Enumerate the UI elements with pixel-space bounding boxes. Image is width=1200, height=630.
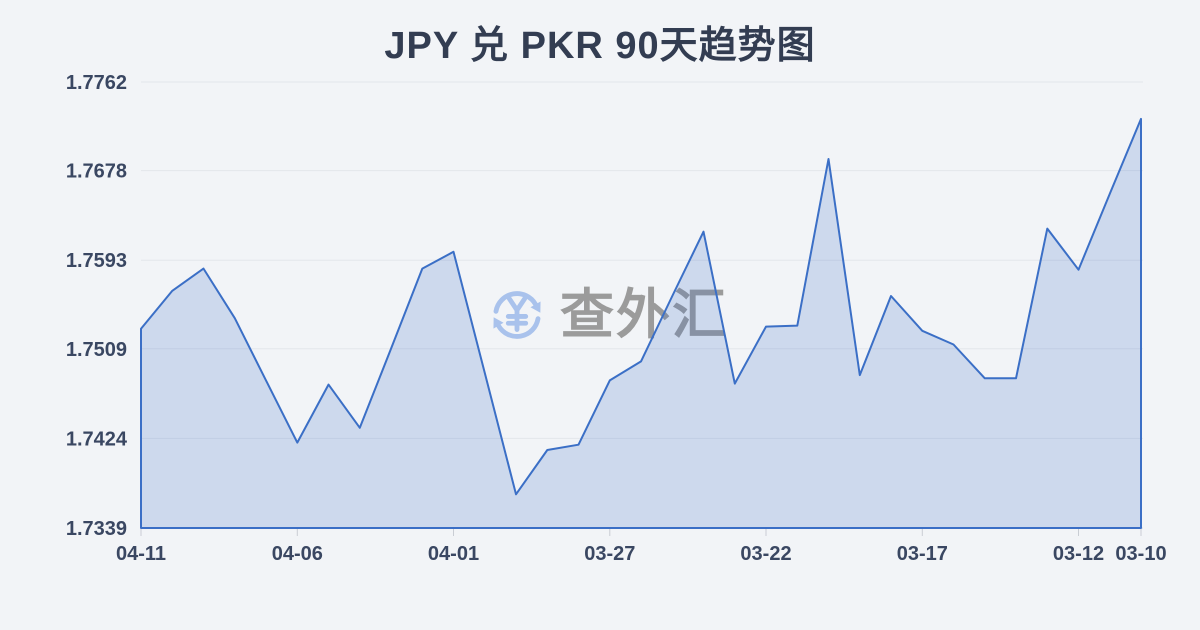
y-axis-tick-label: 1.7424 <box>66 428 128 450</box>
x-axis-tick-label: 04-06 <box>272 543 323 565</box>
y-axis-tick-label: 1.7593 <box>66 250 127 272</box>
area-series <box>140 117 1142 529</box>
x-axis-tick-label: 03-27 <box>584 543 635 565</box>
x-axis-tick-label: 03-17 <box>897 543 948 565</box>
x-axis-tick-label: 03-12 <box>1053 543 1104 565</box>
x-axis-tick-label: 04-01 <box>428 543 479 565</box>
y-axis-tick-label: 1.7678 <box>66 161 127 183</box>
y-axis-tick-label: 1.7339 <box>66 518 127 540</box>
x-axis-tick-label: 04-11 <box>116 543 166 565</box>
x-axis-tick-label: 03-10 <box>1115 543 1166 565</box>
y-axis-tick-label: 1.7762 <box>66 72 127 94</box>
chart-title: JPY 兑 PKR 90天趋势图 <box>384 25 816 67</box>
x-axis-tick-label: 03-22 <box>740 543 791 565</box>
y-axis-tick-label: 1.7509 <box>66 339 127 361</box>
